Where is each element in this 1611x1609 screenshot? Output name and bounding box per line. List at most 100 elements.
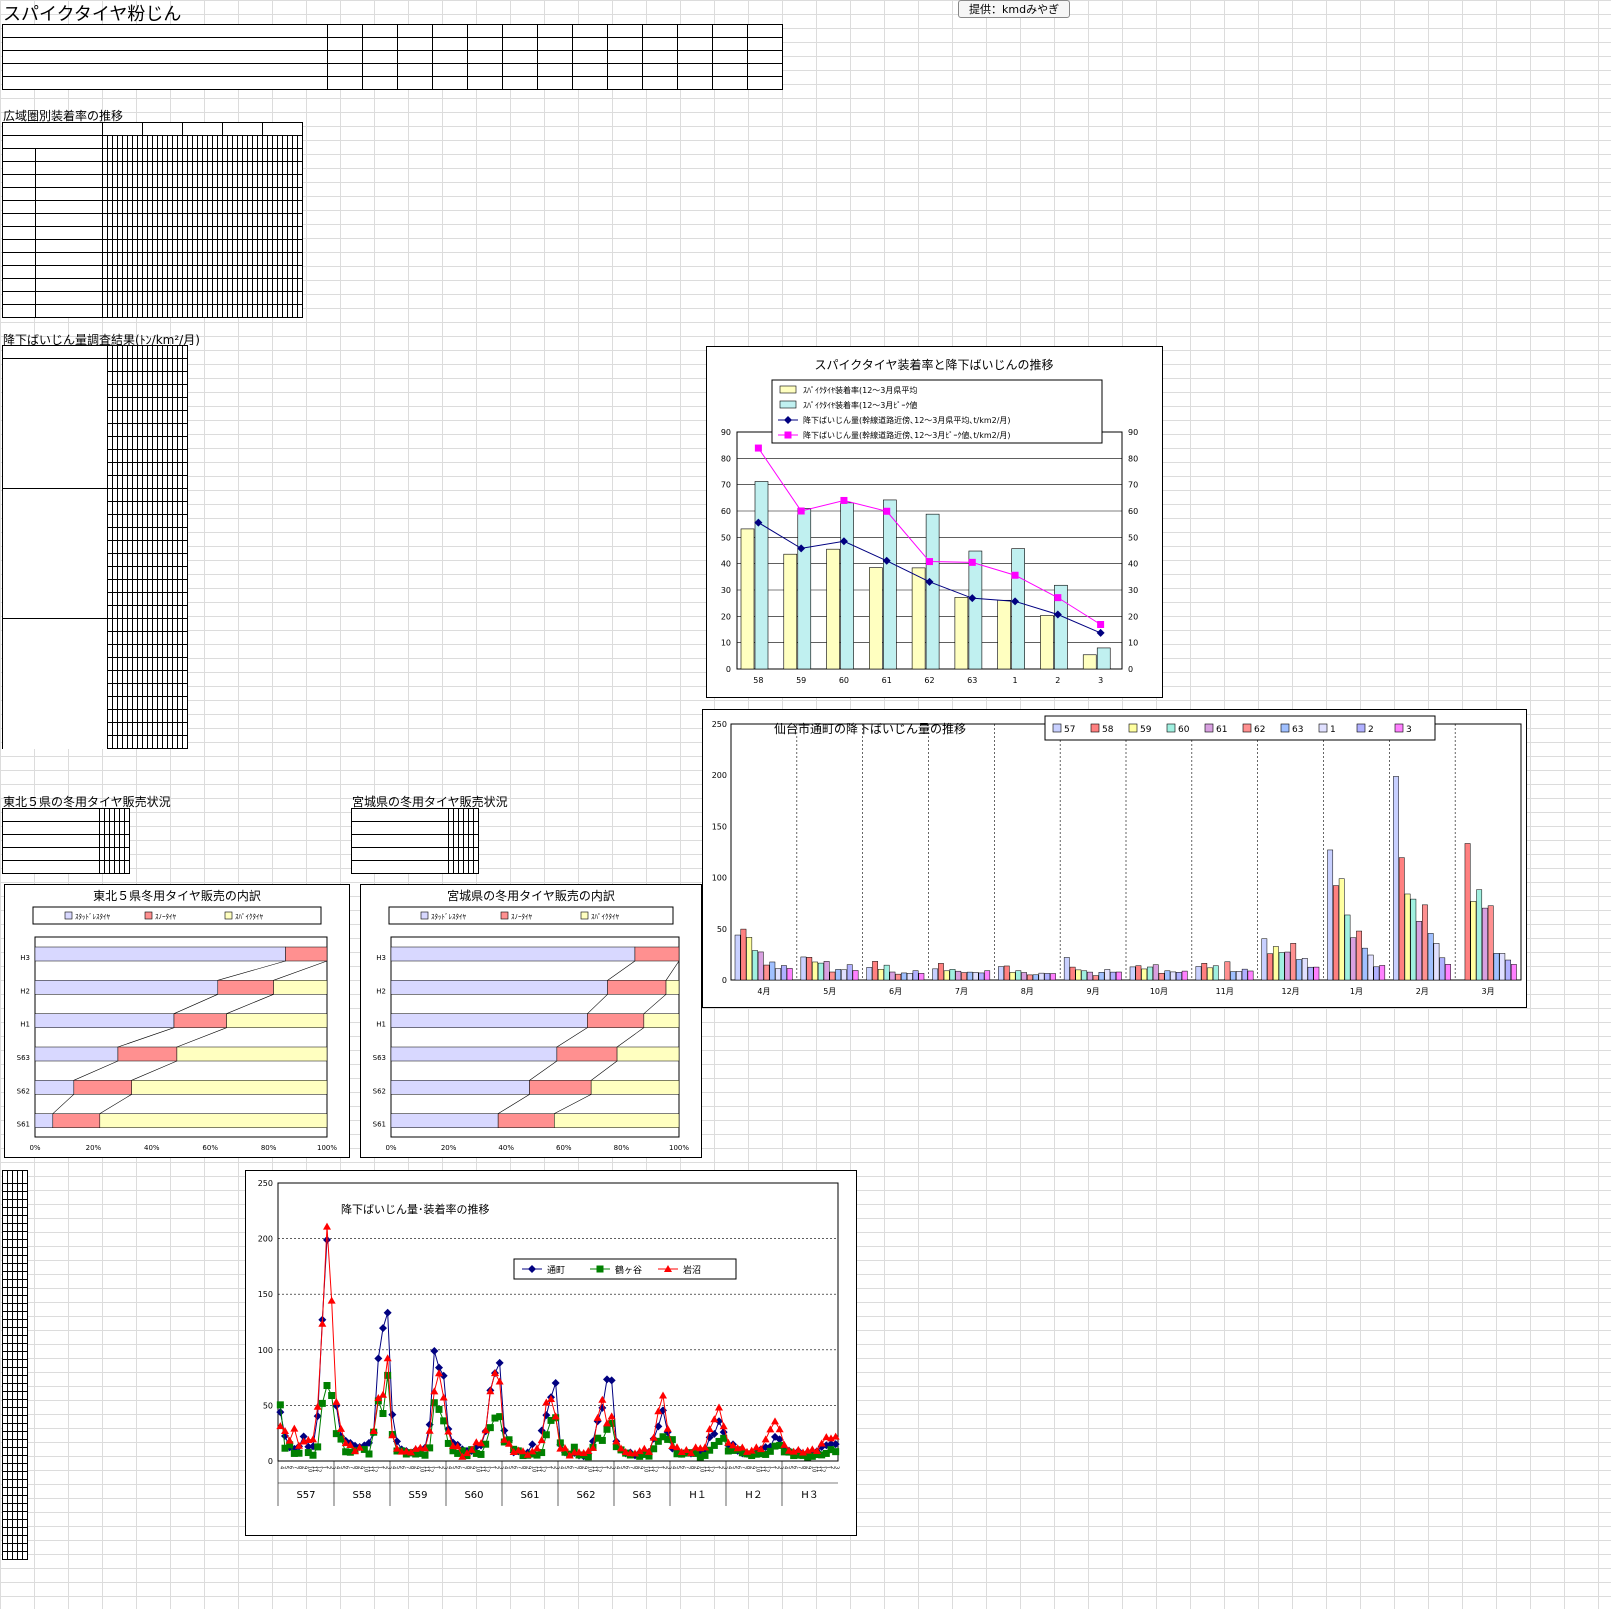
month-tick-label: 1 (320, 1466, 326, 1469)
y-tick-label: H2 (376, 987, 386, 995)
table-row (2, 1239, 28, 1248)
table-cell (182, 501, 188, 515)
column-header (2, 808, 100, 822)
bar (1350, 937, 1357, 981)
legend (771, 379, 1103, 444)
month-tick-label: 9 (750, 1466, 756, 1469)
data-point (542, 1398, 551, 1406)
column-header (502, 24, 538, 38)
table-row (2, 808, 130, 822)
data-point (379, 1390, 387, 1398)
table-row (2, 1223, 28, 1232)
data-point (276, 1401, 284, 1409)
table-cell (22, 1551, 28, 1560)
table-cell (182, 462, 188, 476)
month-tick-label: 6 (400, 1466, 406, 1469)
bar (840, 502, 854, 670)
table-cell (22, 1367, 28, 1376)
legend-swatch (1166, 723, 1176, 733)
bar (1032, 974, 1039, 981)
x-tick-label: 2 (1055, 676, 1060, 685)
data-point (285, 1436, 294, 1444)
data-point (589, 1443, 597, 1451)
table-row (2, 1423, 28, 1432)
month-tick-label: 7 (460, 1466, 466, 1469)
data-point (593, 1413, 602, 1421)
table-cell (297, 252, 303, 266)
table-row (2, 644, 188, 658)
table-cell (22, 1223, 28, 1232)
month-tick-label: 2 (493, 1466, 499, 1469)
table-cell (182, 358, 188, 372)
y-tick-label: 50 (721, 533, 731, 542)
table-cell (22, 1287, 28, 1296)
bar-segment (34, 1046, 119, 1062)
data-point (766, 1425, 775, 1433)
series-connector (590, 1060, 618, 1081)
month-tick-label: 3 (330, 1466, 336, 1469)
data-point (663, 1424, 672, 1432)
legend-label: ｽﾀｯﾄﾞﾚｽﾀｲﾔ (431, 913, 466, 921)
month-tick-label: 4 (334, 1466, 340, 1469)
x-tick-label: 58 (753, 676, 763, 685)
y2-tick-label: 0 (1128, 665, 1133, 674)
data-point (715, 1403, 723, 1411)
bar (1230, 971, 1237, 981)
table-cell (182, 605, 188, 619)
data-point (649, 1433, 658, 1441)
legend-label: 2 (1368, 725, 1374, 735)
table-cell (22, 1191, 28, 1200)
data-point (771, 1442, 779, 1450)
table-cell (22, 1383, 28, 1392)
data-point (570, 1443, 578, 1451)
bar (1510, 964, 1517, 981)
table-cell (182, 618, 188, 632)
month-tick-label: 3 (722, 1466, 728, 1469)
y-tick-label: S63 (17, 1054, 30, 1062)
data-point (705, 1425, 714, 1433)
y-tick-label: H1 (20, 1021, 30, 1029)
table-row (2, 1191, 28, 1200)
month-tick-label: 1 (768, 1466, 774, 1469)
legend-swatch (1318, 723, 1328, 733)
table-row (2, 475, 188, 489)
table-row (2, 1535, 28, 1544)
site-label (2, 540, 108, 554)
credit-button[interactable]: 提供：kmdみやぎ (958, 0, 1071, 18)
data-point (925, 577, 934, 586)
month-tick-label: 3 (386, 1466, 392, 1469)
data-point (379, 1324, 387, 1333)
legend-label: 通町 (547, 1265, 565, 1276)
month-tick-label: 3 (778, 1466, 784, 1469)
table-cell (677, 37, 713, 51)
table-row (2, 397, 188, 411)
table-cell (22, 1391, 28, 1400)
table-row (2, 670, 188, 684)
data-point (776, 1441, 784, 1449)
column-header (351, 808, 449, 822)
month-tick-label: 6 (792, 1466, 798, 1469)
month-tick-label: 2 (549, 1466, 555, 1469)
chart-title: 仙台市通町の降下ばいじん量の推移 (774, 721, 966, 736)
table-cell (182, 683, 188, 697)
data-point (341, 1439, 350, 1447)
bar (1445, 964, 1451, 981)
data-point (486, 1424, 494, 1432)
bar (1021, 972, 1028, 981)
data-point (365, 1450, 373, 1458)
data-point (664, 1435, 672, 1443)
month-tick-label: 8 (745, 1466, 751, 1469)
data-point (402, 1447, 411, 1455)
month-tick-label: 2 (437, 1466, 443, 1469)
data-point (383, 1354, 392, 1362)
month-tick-label: 4 (446, 1466, 452, 1469)
data-point (640, 1450, 648, 1458)
table-cell (22, 1231, 28, 1240)
legend-label: 59 (1140, 725, 1152, 735)
table-cell (22, 1415, 28, 1424)
group-label: H２ (745, 1490, 763, 1501)
data-point (407, 1448, 415, 1456)
site-label (2, 514, 108, 528)
bar (1261, 938, 1268, 981)
row-label (35, 239, 103, 253)
